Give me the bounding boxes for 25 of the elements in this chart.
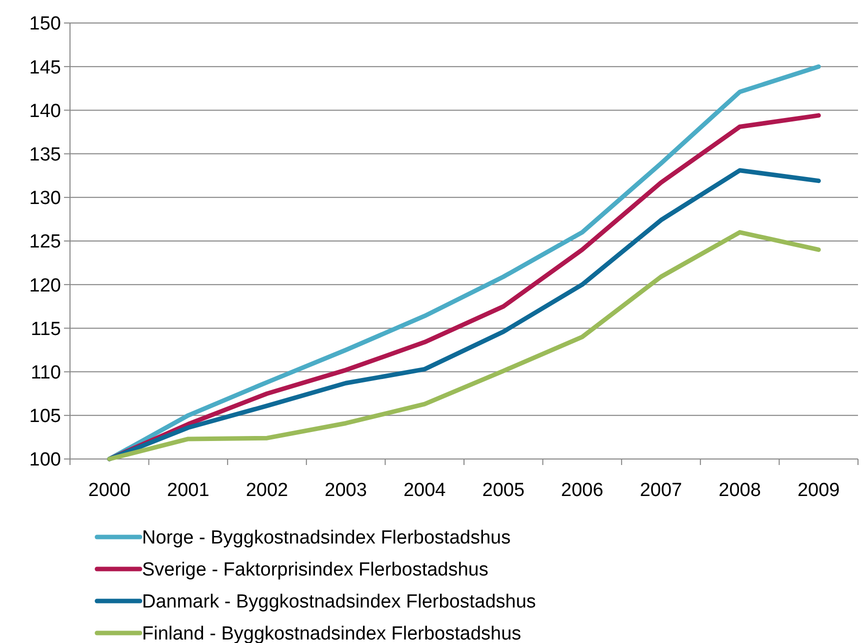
x-tick-label: 2001 (167, 480, 210, 501)
x-tick-label: 2000 (88, 480, 131, 501)
y-tick-label: 125 (29, 232, 61, 253)
line-series (107, 230, 821, 462)
x-tick-label: 2004 (403, 480, 446, 501)
y-tick-label: 110 (30, 362, 61, 384)
y-tick-label: 145 (29, 57, 61, 78)
x-tick-label: 2009 (797, 480, 840, 501)
x-tick-label: 2007 (640, 480, 682, 501)
y-tick-label: 150 (29, 14, 61, 35)
y-tick-label: 105 (29, 406, 61, 428)
y-tick-label: 100 (29, 450, 61, 471)
x-tick-label: 2005 (482, 480, 525, 501)
legend-label: Norge - Byggkostnadsindex Flerbostadshus (142, 528, 511, 549)
y-tick-label: 130 (29, 188, 61, 210)
y-tick-label: 135 (29, 144, 61, 166)
x-tick-label: 2008 (718, 480, 761, 501)
x-tick-label: 2003 (324, 480, 367, 501)
y-tick-label: 115 (30, 318, 61, 340)
x-tick-label: 2002 (246, 480, 288, 501)
y-tick-label: 120 (29, 275, 61, 296)
legend-label: Danmark - Byggkostnadsindex Flerbostadshus (142, 592, 536, 613)
legend-label: Sverige - Faktorprisindex Flerbostadshus (142, 560, 488, 581)
y-tick-label: 140 (29, 100, 61, 122)
x-tick-label: 2006 (561, 480, 604, 501)
